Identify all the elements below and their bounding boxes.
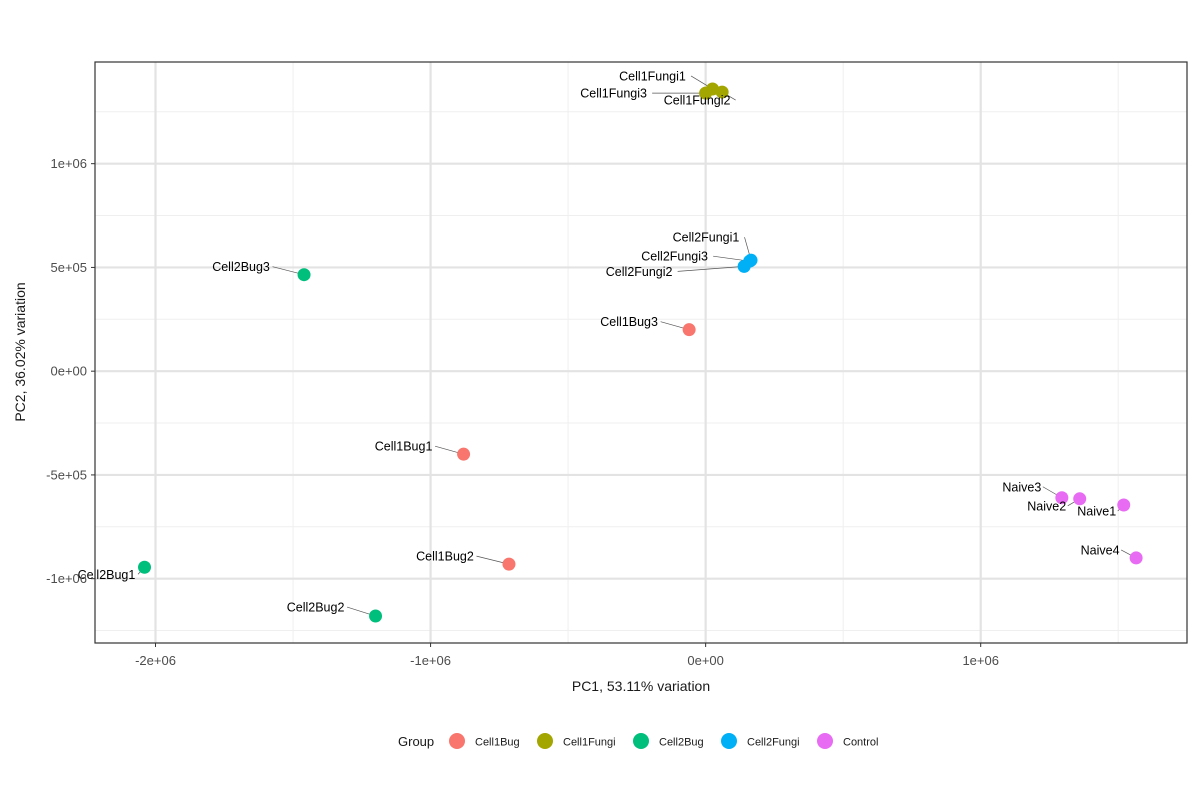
data-point bbox=[1129, 551, 1143, 565]
x-tick-label: -2e+06 bbox=[135, 653, 176, 668]
x-axis-title: PC1, 53.11% variation bbox=[572, 678, 710, 694]
data-point bbox=[715, 85, 729, 99]
data-point bbox=[457, 447, 471, 461]
data-point bbox=[1073, 492, 1087, 506]
y-tick-label: 5e+05 bbox=[50, 260, 87, 275]
point-label: Cell2Fungi1 bbox=[673, 231, 740, 245]
x-axis-ticks: -2e+06 -1e+06 0e+00 1e+06 bbox=[135, 643, 999, 668]
y-tick-label: -1e+06 bbox=[46, 571, 87, 586]
data-point bbox=[699, 86, 713, 100]
y-axis-ticks: -1e+06 -5e+05 0e+00 5e+05 1e+06 bbox=[46, 156, 95, 586]
data-points bbox=[138, 82, 1143, 623]
point-label: Cell1Fungi3 bbox=[580, 87, 647, 101]
point-label: Cell1Bug3 bbox=[600, 315, 658, 329]
legend-label: Cell1Bug bbox=[475, 737, 520, 749]
x-tick-label: 1e+06 bbox=[962, 653, 999, 668]
data-point bbox=[369, 609, 383, 623]
legend-label: Cell2Bug bbox=[659, 737, 704, 749]
point-label: Cell2Fungi2 bbox=[606, 265, 673, 279]
data-point bbox=[1055, 491, 1069, 505]
plot-border bbox=[94, 61, 1188, 644]
legend-label: Control bbox=[843, 737, 878, 749]
point-label: Cell2Bug2 bbox=[287, 601, 345, 615]
legend-key bbox=[537, 733, 553, 749]
plot-background bbox=[95, 62, 1187, 643]
grid bbox=[95, 62, 1187, 643]
data-point bbox=[682, 323, 696, 337]
point-labels: Cell1Bug1 Cell1Bug2 Cell1Bug3 Cell1Fungi1 Ce… bbox=[78, 69, 1120, 614]
y-axis-title: PC2, 36.02% variation bbox=[12, 282, 28, 421]
point-label: Cell2Bug3 bbox=[212, 260, 270, 274]
x-tick-label: -1e+06 bbox=[410, 653, 451, 668]
point-label: Cell1Fungi1 bbox=[619, 69, 686, 83]
y-tick-label: -5e+05 bbox=[46, 467, 87, 482]
point-label: Cell2Fungi3 bbox=[641, 250, 708, 264]
point-label: Naive4 bbox=[1081, 543, 1120, 557]
point-label: Cell1Bug1 bbox=[375, 440, 433, 454]
x-tick-label: 0e+00 bbox=[687, 653, 724, 668]
legend: Group Cell1Bug Cell1Fungi Cell2Bug Cell2Fun… bbox=[398, 733, 878, 749]
label-leader-line bbox=[677, 266, 745, 272]
legend-key bbox=[817, 733, 833, 749]
point-label: Cell1Fungi2 bbox=[664, 94, 731, 108]
data-point bbox=[1117, 498, 1131, 512]
y-tick-label: 0e+00 bbox=[50, 364, 87, 379]
point-label: Naive1 bbox=[1077, 505, 1116, 519]
legend-label: Cell1Fungi bbox=[563, 737, 616, 749]
point-label: Naive3 bbox=[1002, 480, 1041, 494]
data-point bbox=[297, 268, 311, 282]
point-label: Naive2 bbox=[1027, 499, 1066, 513]
data-point bbox=[138, 560, 152, 574]
y-tick-label: 1e+06 bbox=[50, 156, 87, 171]
legend-key bbox=[721, 733, 737, 749]
point-label: Cell1Bug2 bbox=[416, 550, 474, 564]
legend-key bbox=[449, 733, 465, 749]
legend-key bbox=[633, 733, 649, 749]
data-point bbox=[502, 557, 516, 571]
legend-title: Group bbox=[398, 734, 434, 749]
data-point bbox=[743, 254, 757, 268]
legend-label: Cell2Fungi bbox=[747, 737, 800, 749]
